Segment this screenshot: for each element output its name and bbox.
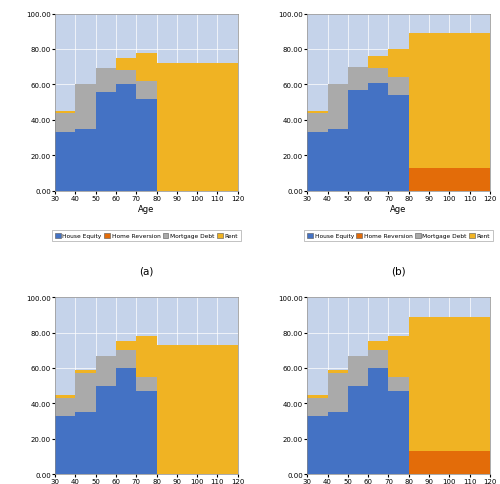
X-axis label: Age: Age	[390, 204, 407, 213]
Legend: House Equity, Home Reversion, Mortgage Debt, Rent: House Equity, Home Reversion, Mortgage D…	[304, 230, 493, 242]
Legend: House Equity, Home Reversion, Mortgage Debt, Rent: House Equity, Home Reversion, Mortgage D…	[52, 230, 241, 242]
X-axis label: Age: Age	[138, 204, 154, 213]
Text: (a): (a)	[139, 266, 154, 275]
Text: (b): (b)	[392, 266, 406, 275]
